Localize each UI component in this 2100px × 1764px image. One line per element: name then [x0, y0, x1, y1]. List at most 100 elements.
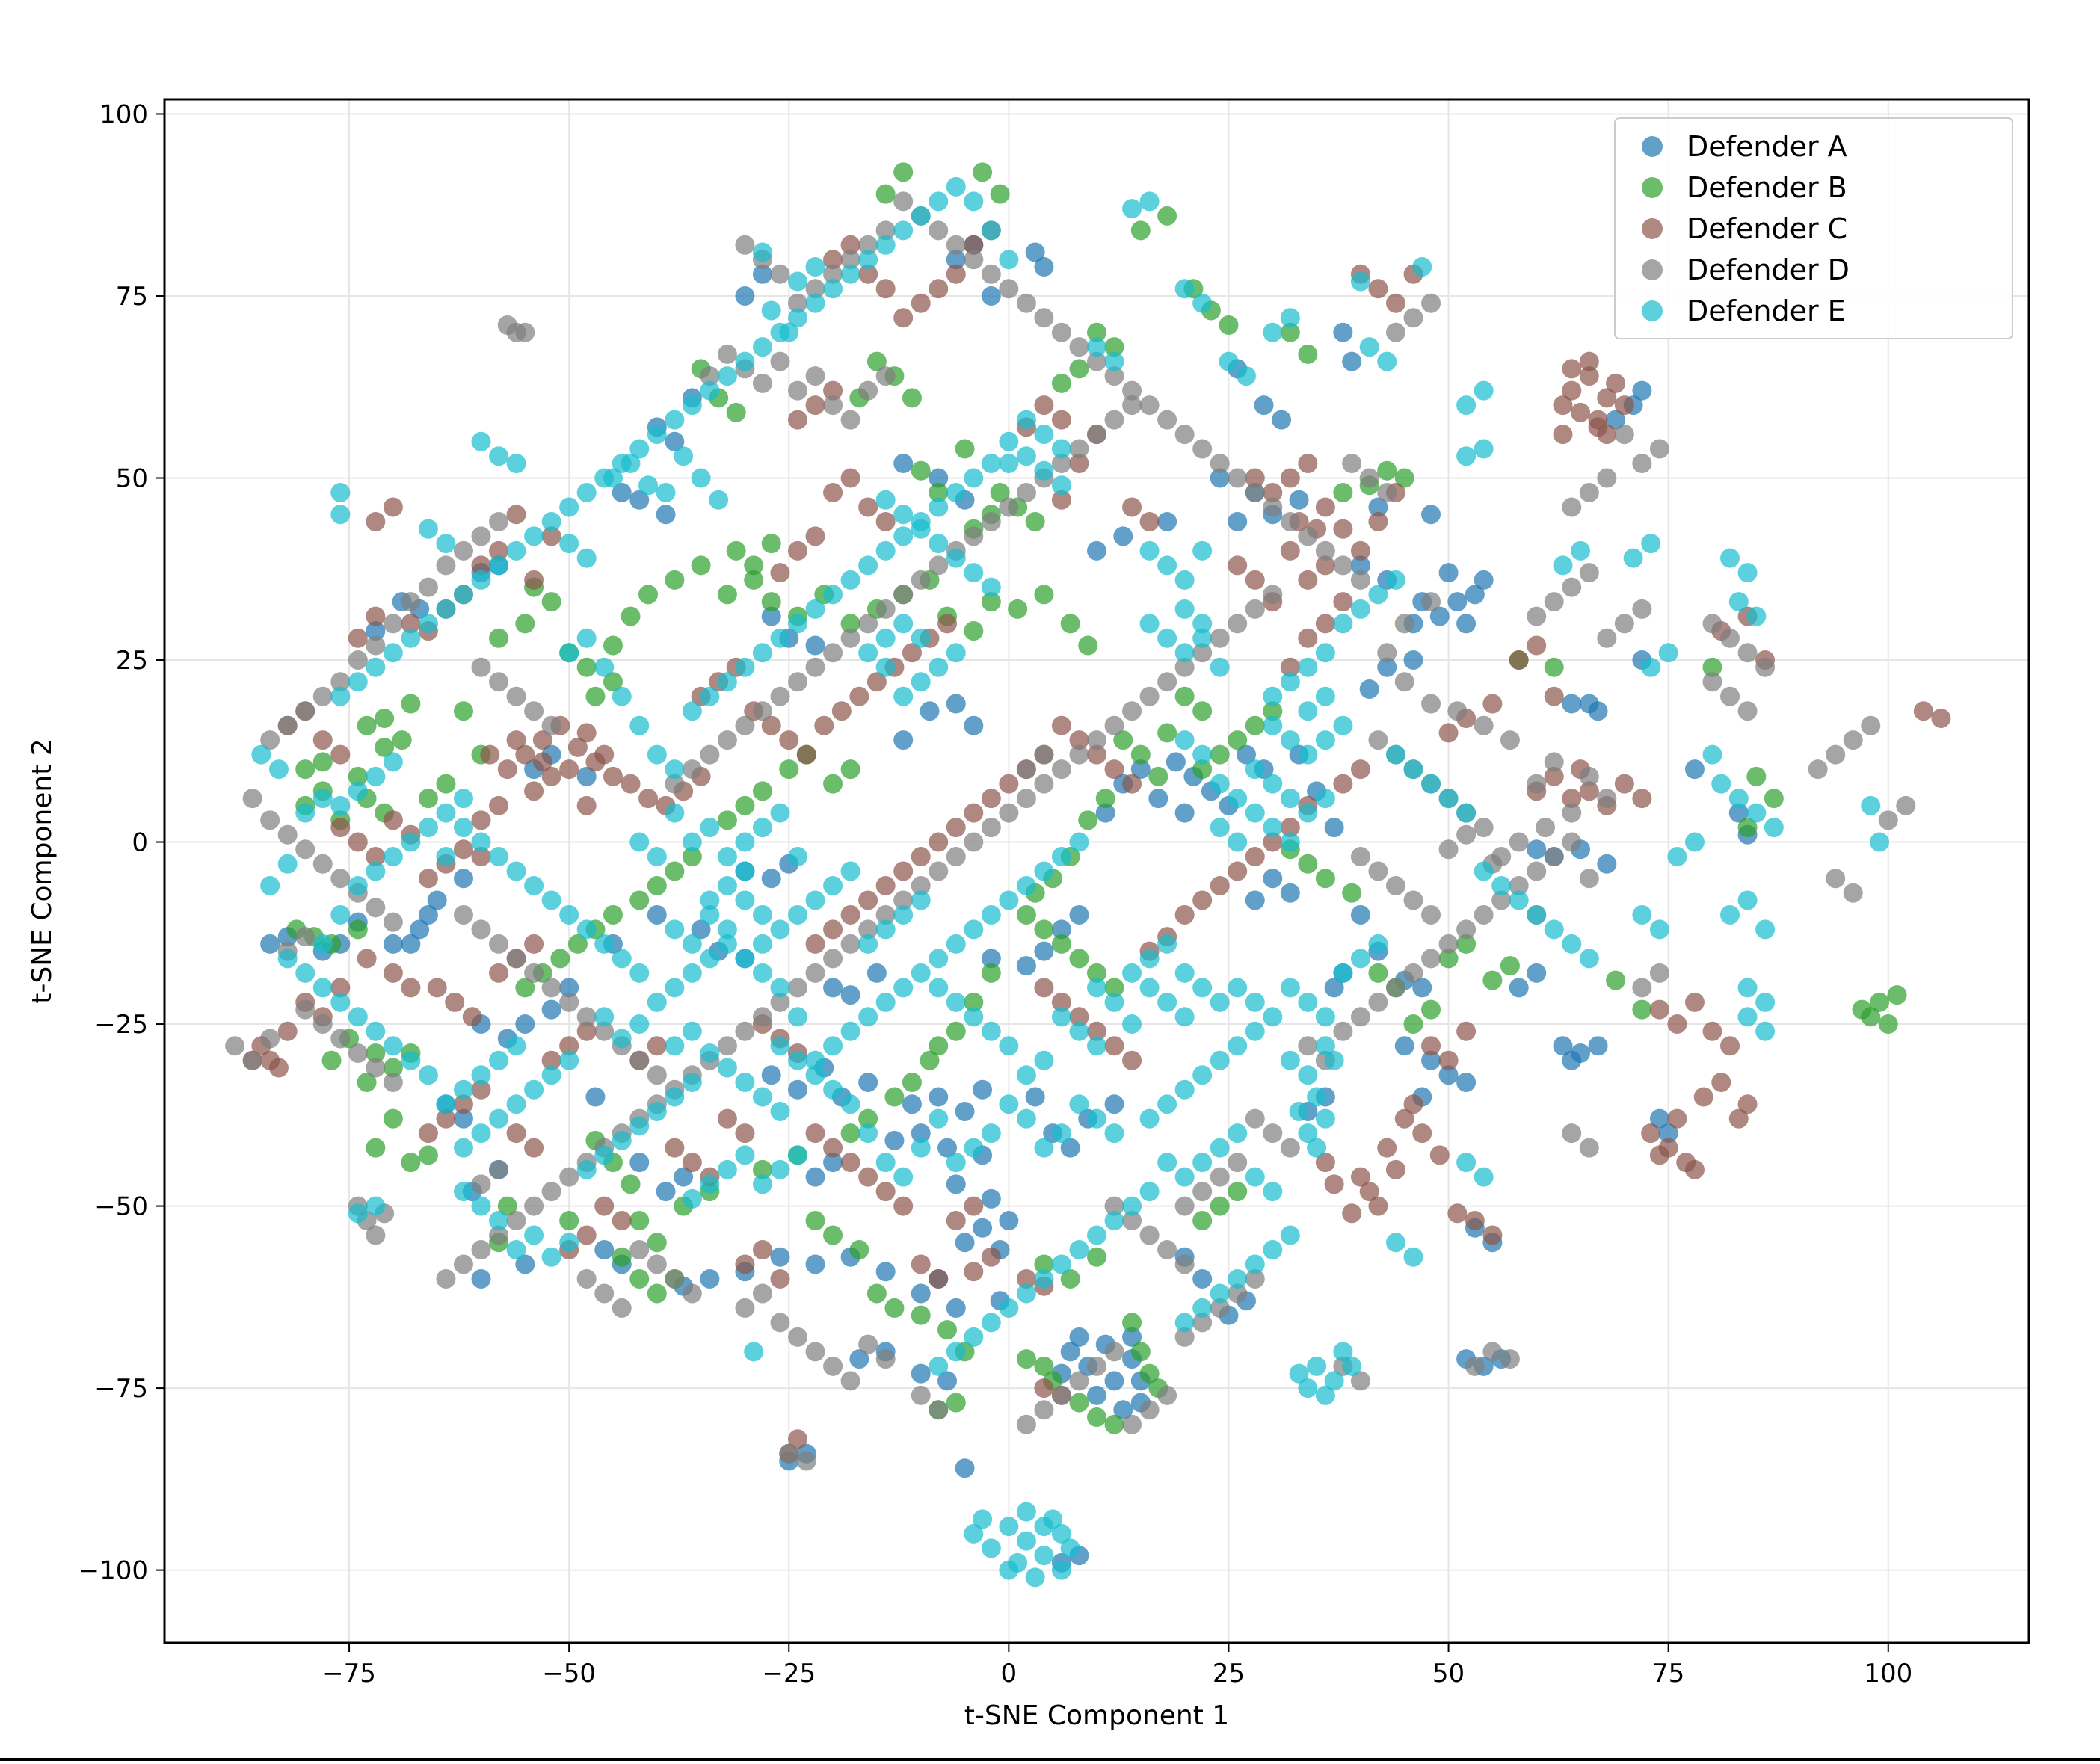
scatter-point — [277, 715, 298, 735]
scatter-point — [1429, 1145, 1450, 1165]
scatter-point — [418, 577, 438, 597]
scatter-point — [1606, 410, 1626, 430]
scatter-point — [911, 1138, 931, 1158]
scatter-point — [1192, 701, 1213, 721]
scatter-point — [594, 1021, 615, 1041]
scatter-point — [489, 540, 509, 561]
scatter-point — [1280, 511, 1300, 531]
scatter-point — [638, 585, 659, 605]
scatter-point — [770, 919, 790, 940]
scatter-point — [1385, 1159, 1405, 1179]
scatter-point — [1456, 1021, 1477, 1041]
scatter-point — [506, 730, 526, 750]
scatter-point — [1192, 293, 1213, 313]
scatter-point — [973, 1218, 993, 1238]
scatter-point — [629, 1240, 650, 1260]
scatter-point — [1878, 1014, 1898, 1034]
scatter-point — [401, 1153, 421, 1173]
scatter-point — [1535, 818, 1555, 838]
scatter-point — [594, 1007, 615, 1027]
legend: Defender A Defender B Defender C Defender D… — [1614, 117, 2013, 339]
scatter-point — [1263, 686, 1283, 706]
scatter-point — [1122, 1014, 1142, 1034]
scatter-point — [964, 803, 984, 823]
scatter-point — [497, 759, 517, 780]
scatter-point — [1579, 1138, 1599, 1158]
scatter-point — [981, 1123, 1001, 1144]
scatter-point — [524, 1079, 544, 1100]
scatter-point — [1385, 293, 1405, 313]
scatter-point — [1245, 1268, 1265, 1289]
x-tick-label: −50 — [542, 1659, 596, 1689]
scatter-point — [383, 643, 403, 663]
scatter-point — [946, 250, 966, 270]
scatter-point — [823, 949, 843, 969]
scatter-point — [1280, 789, 1300, 809]
scatter-point — [946, 934, 966, 954]
scatter-point — [770, 686, 790, 706]
scatter-point — [366, 657, 386, 677]
scatter-point — [1104, 1414, 1124, 1434]
scatter-point — [911, 963, 931, 983]
scatter-point — [691, 919, 711, 940]
scatter-point — [823, 919, 843, 940]
scatter-point — [1245, 599, 1265, 619]
scatter-point — [744, 1342, 764, 1362]
scatter-point — [911, 206, 931, 226]
scatter-point — [1034, 1400, 1054, 1420]
scatter-point — [576, 482, 597, 502]
scatter-point — [1693, 1087, 1713, 1107]
scatter-point — [1034, 585, 1054, 605]
scatter-point — [1016, 759, 1036, 780]
scatter-point — [1192, 1153, 1213, 1173]
scatter-point — [1130, 744, 1151, 765]
scatter-point — [312, 752, 333, 772]
scatter-point — [559, 759, 579, 780]
scatter-point — [796, 744, 816, 765]
scatter-point — [515, 744, 535, 765]
scatter-point — [929, 191, 949, 212]
scatter-point — [612, 1029, 632, 1049]
scatter-point — [348, 919, 368, 940]
scatter-point — [805, 526, 825, 546]
scatter-point — [893, 220, 914, 241]
scatter-point — [682, 1021, 702, 1041]
scatter-point — [788, 308, 808, 328]
scatter-point — [1298, 628, 1318, 648]
scatter-point — [999, 1517, 1019, 1537]
scatter-point — [1228, 555, 1248, 576]
scatter-point — [1263, 482, 1283, 502]
scatter-point — [858, 380, 878, 401]
scatter-point — [709, 490, 729, 510]
scatter-point — [1157, 1385, 1177, 1405]
scatter-point — [1069, 1021, 1089, 1041]
scatter-point — [638, 789, 659, 809]
scatter-point — [1614, 395, 1634, 416]
scatter-point — [1861, 795, 1881, 815]
scatter-point — [849, 686, 869, 706]
scatter-point — [1245, 468, 1265, 488]
scatter-point — [506, 1094, 526, 1114]
scatter-point — [383, 810, 403, 830]
scatter-point — [1192, 1313, 1213, 1333]
scatter-point — [1737, 643, 1758, 663]
scatter-point — [858, 1334, 878, 1354]
scatter-point — [1755, 919, 1776, 940]
scatter-point — [506, 505, 526, 525]
scatter-point — [312, 686, 333, 706]
scatter-point — [981, 1188, 1001, 1209]
scatter-point — [840, 614, 860, 634]
scatter-point — [1702, 657, 1722, 677]
scatter-point — [506, 686, 526, 706]
scatter-point — [1588, 701, 1608, 721]
scatter-point — [1429, 606, 1450, 626]
scatter-point — [268, 1058, 289, 1078]
scatter-point — [682, 1188, 702, 1209]
scatter-point — [1438, 789, 1459, 809]
scatter-point — [1500, 956, 1520, 976]
scatter-point — [541, 978, 561, 998]
scatter-point — [1579, 781, 1599, 801]
scatter-point — [1465, 585, 1485, 605]
scatter-point — [295, 999, 315, 1020]
scatter-point — [1421, 592, 1441, 612]
